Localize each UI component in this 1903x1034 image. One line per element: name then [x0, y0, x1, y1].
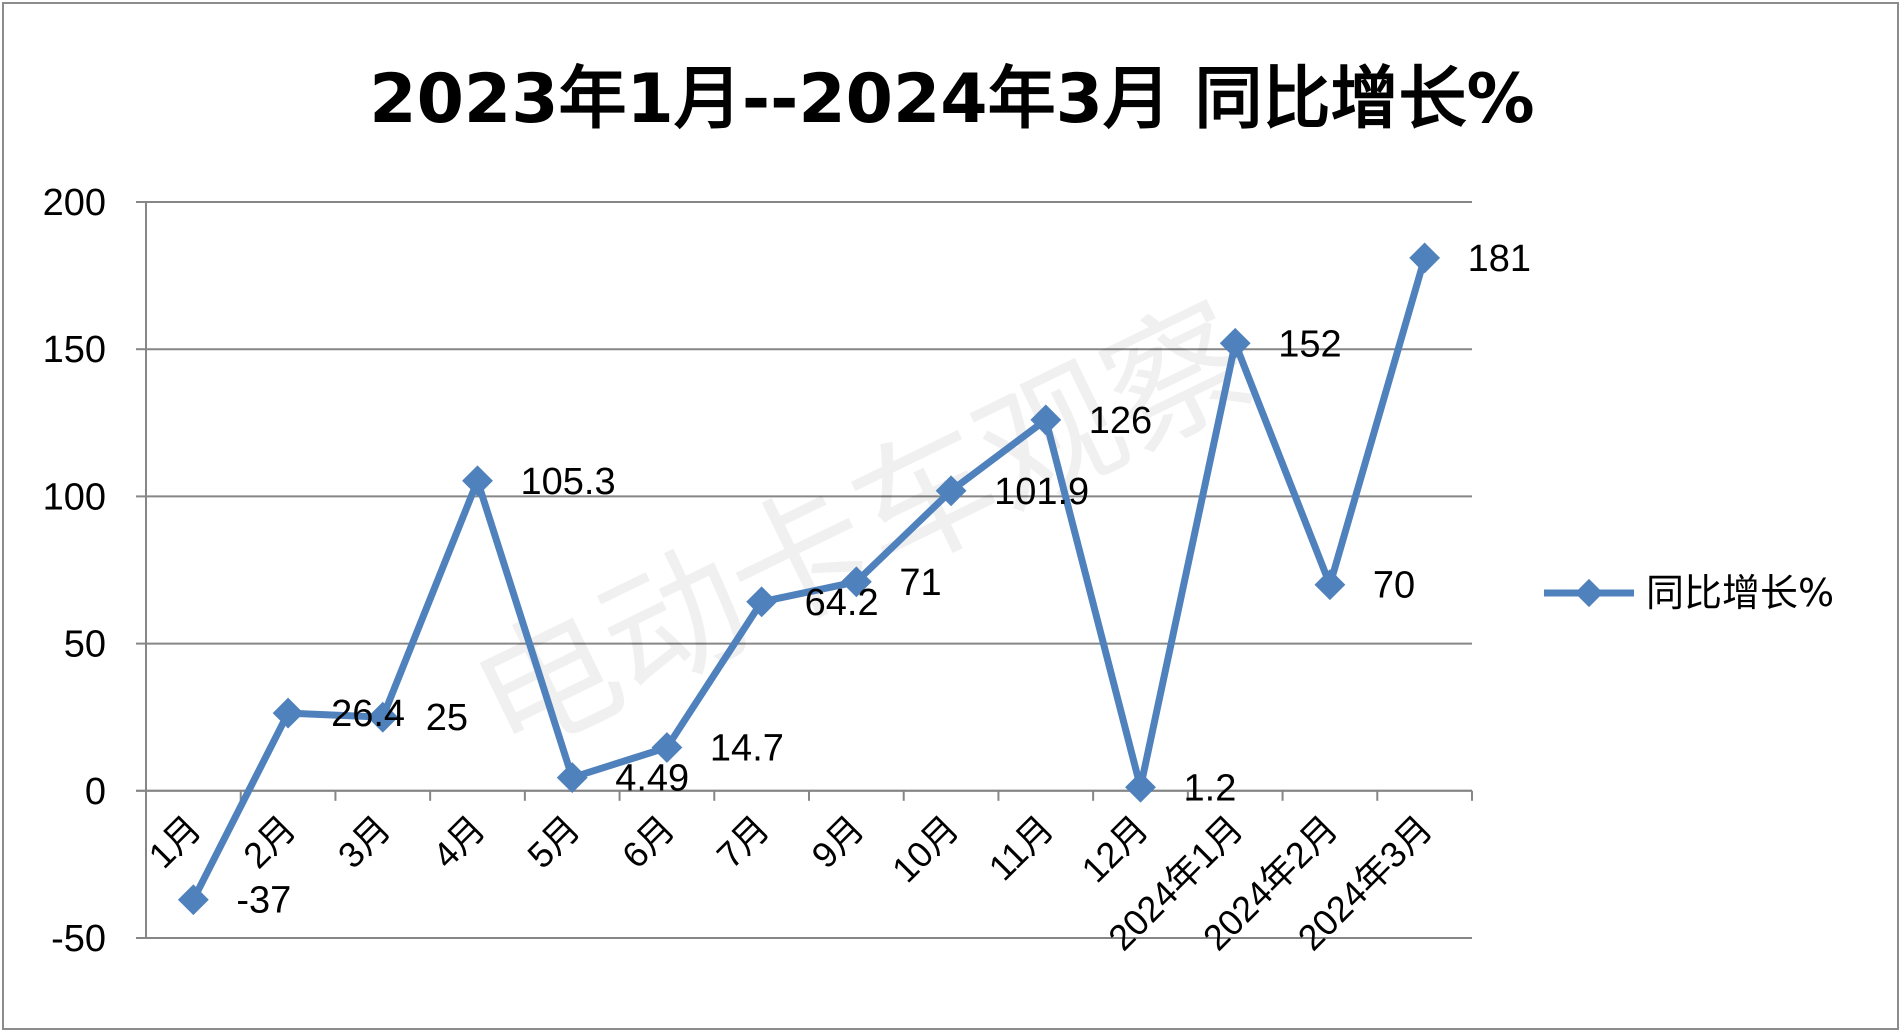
data-label: 70 — [1373, 565, 1415, 607]
data-label: 71 — [899, 562, 941, 604]
legend-marker-swatch — [1574, 578, 1604, 608]
data-label: 64.2 — [805, 582, 879, 624]
data-label: 1.2 — [1184, 767, 1237, 809]
x-tick-label: 4月 — [425, 807, 494, 876]
y-tick-label: -50 — [51, 918, 106, 960]
data-point-marker — [746, 586, 778, 618]
data-label: 14.7 — [710, 728, 784, 770]
data-point-marker — [177, 884, 209, 916]
y-axis-tick-labels: -50 0 50 100 150 200 — [43, 182, 106, 960]
series-line — [190, 256, 1429, 902]
legend-label: 同比增长% — [1646, 571, 1834, 615]
data-label: 25 — [426, 697, 468, 739]
watermark-text: 电动卡车观察 — [450, 274, 1276, 789]
data-label: 105.3 — [521, 461, 616, 503]
data-label: 4.49 — [615, 758, 689, 800]
data-label: 126 — [1089, 400, 1152, 442]
data-point-marker — [462, 465, 493, 497]
x-tick-label: 3月 — [330, 807, 399, 876]
x-tick-label: 5月 — [519, 807, 588, 876]
watermark: 电动卡车观察 — [450, 274, 1276, 789]
x-tick-label: 1月 — [140, 807, 209, 876]
data-point-marker — [272, 697, 304, 729]
data-point-marker — [1409, 242, 1441, 274]
data-point-marker — [556, 762, 588, 793]
series-line-path — [190, 256, 1429, 902]
data-label: 152 — [1278, 323, 1341, 365]
y-tick-label: 50 — [64, 624, 106, 666]
data-point-marker — [1314, 569, 1346, 601]
x-tick-label: 11月 — [981, 807, 1062, 888]
data-point-marker — [651, 732, 683, 763]
data-point-marker — [367, 701, 399, 733]
y-tick-label: 100 — [43, 476, 106, 518]
axes — [136, 201, 1473, 939]
chart-title: 2023年1月--2024年3月 同比增长% — [369, 60, 1534, 139]
data-label: 101.9 — [994, 471, 1089, 513]
x-tick-label: 6月 — [614, 807, 683, 876]
x-axis-tick-labels: 1月 2月 3月 4月 5月 6月 7月 9月 10月 11月 12月2024年1月2024年2月2… — [140, 807, 1440, 958]
x-tick-label: 12月 — [1073, 807, 1156, 890]
y-tick-label: 200 — [43, 182, 106, 224]
data-point-marker — [840, 566, 872, 598]
data-point-marker — [935, 475, 967, 507]
x-tick-label: 10月 — [884, 807, 967, 890]
data-label: -37 — [236, 880, 291, 922]
data-label: 181 — [1468, 238, 1531, 280]
y-tick-label: 0 — [85, 771, 106, 813]
data-point-marker — [1219, 327, 1251, 359]
x-tick-label: 9月 — [803, 807, 872, 876]
data-label: 26.4 — [331, 693, 405, 735]
data-point-marker — [1030, 404, 1062, 436]
legend: 同比增长% — [1544, 571, 1834, 615]
series-markers — [177, 242, 1441, 916]
x-tick-label: 2月 — [235, 807, 304, 876]
data-point-marker — [1125, 771, 1156, 803]
y-tick-label: 150 — [43, 329, 106, 371]
x-tick-label: 7月 — [709, 807, 778, 876]
